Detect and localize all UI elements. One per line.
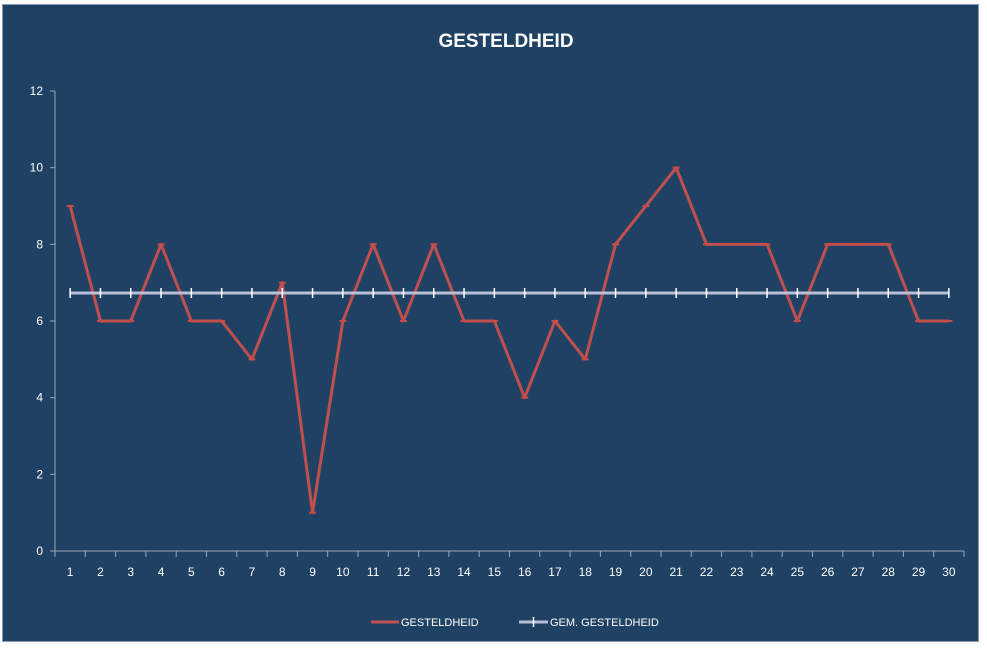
x-tick-label: 30 <box>942 565 956 579</box>
y-tick-label: 10 <box>30 161 44 175</box>
x-tick-label: 10 <box>336 565 350 579</box>
x-tick-label: 15 <box>488 565 502 579</box>
x-tick-label: 23 <box>730 565 744 579</box>
x-tick-label: 17 <box>548 565 562 579</box>
x-tick-label: 7 <box>249 565 256 579</box>
x-tick-label: 22 <box>700 565 714 579</box>
x-tick-label: 9 <box>309 565 316 579</box>
x-tick-label: 19 <box>609 565 623 579</box>
series-gem-gesteldheid <box>70 288 949 298</box>
x-tick-label: 21 <box>669 565 683 579</box>
chart-title: GESTELDHEID <box>438 31 573 52</box>
y-tick-label: 12 <box>30 84 44 98</box>
x-tick-label: 2 <box>97 565 104 579</box>
y-tick-label: 0 <box>36 544 43 558</box>
y-tick-label: 6 <box>36 314 43 328</box>
legend-label: GESTELDHEID <box>401 617 479 629</box>
x-tick-label: 24 <box>760 565 774 579</box>
x-tick-label: 27 <box>851 565 865 579</box>
x-tick-label: 14 <box>457 565 471 579</box>
legend-item-gesteldheid: GESTELDHEID <box>371 617 479 629</box>
x-tick-label: 26 <box>821 565 835 579</box>
x-axis: 1 2 3 4 5 6 7 8 9 10 11 12 13 14 15 16 17 18 19 20 21 22 23 24 2… <box>55 551 964 579</box>
x-tick-label: 29 <box>912 565 926 579</box>
x-tick-label: 20 <box>639 565 653 579</box>
y-axis: 0 2 4 6 8 10 12 <box>30 84 55 558</box>
legend-label: GEM. GESTELDHEID <box>550 617 659 629</box>
series-line <box>70 168 949 513</box>
x-tick-label: 8 <box>279 565 286 579</box>
x-tick-label: 3 <box>127 565 134 579</box>
chart-area: GESTELDHEID 0 2 4 6 8 10 12 1 2 3 4 5 6 7 8 9 10 11 12 13 1… <box>2 4 979 642</box>
legend: GESTELDHEID GEM. GESTELDHEID <box>371 617 659 629</box>
x-tick-label: 12 <box>397 565 411 579</box>
y-tick-label: 2 <box>36 467 43 481</box>
x-tick-label: 4 <box>158 565 165 579</box>
x-tick-label: 13 <box>427 565 441 579</box>
x-tick-label: 6 <box>218 565 225 579</box>
x-tick-label: 11 <box>367 565 380 579</box>
series-gesteldheid <box>67 168 953 513</box>
y-tick-label: 8 <box>36 237 43 251</box>
y-tick-label: 4 <box>36 391 43 405</box>
legend-item-gem-gesteldheid: GEM. GESTELDHEID <box>519 617 659 629</box>
x-tick-label: 18 <box>579 565 593 579</box>
x-tick-label: 5 <box>188 565 195 579</box>
x-tick-label: 1 <box>67 565 74 579</box>
series-layer <box>67 168 953 513</box>
x-tick-label: 16 <box>518 565 532 579</box>
x-tick-label: 28 <box>882 565 896 579</box>
x-tick-label: 25 <box>791 565 805 579</box>
